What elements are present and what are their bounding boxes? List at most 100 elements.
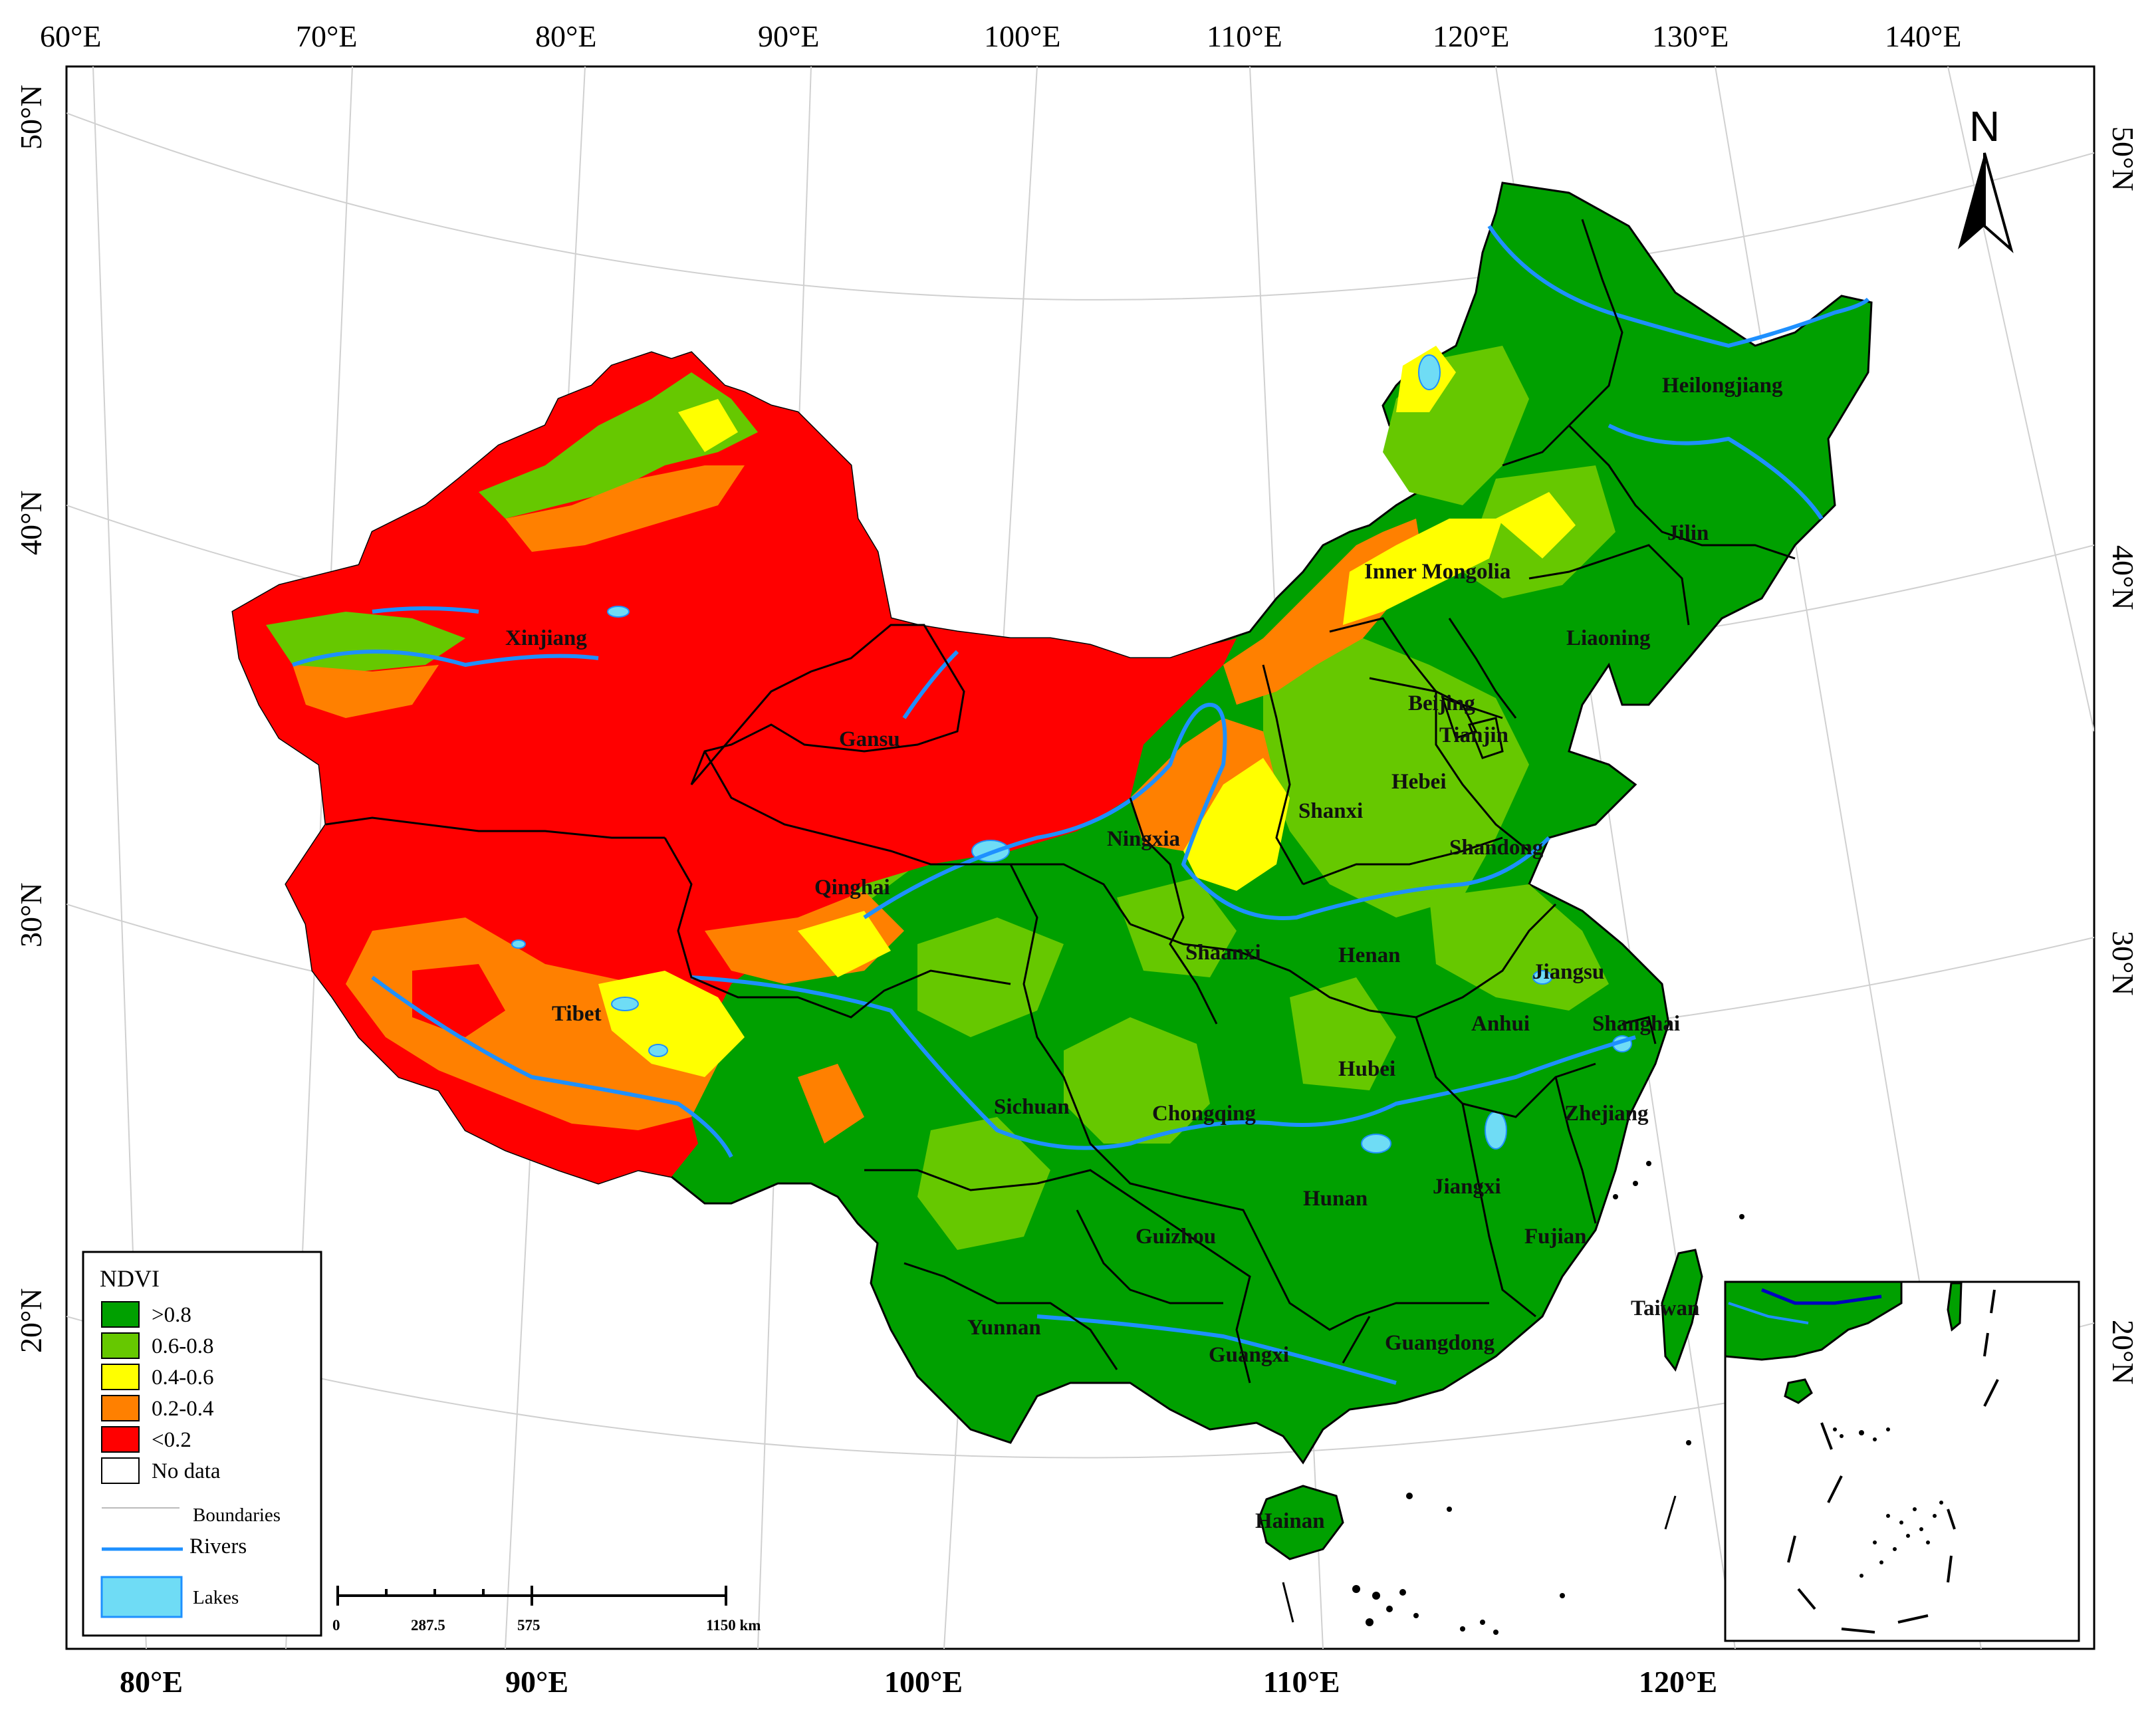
tick-right-30n: 30°N: [2106, 931, 2140, 996]
scale-bar-labels: 0 287.5 575 1150 km: [332, 1617, 761, 1634]
tick-left-50n: 50°N: [14, 84, 48, 150]
legend-label-06-08: 0.6-0.8: [152, 1334, 214, 1358]
legend-swatch-gt08: [101, 1301, 140, 1328]
lake-hulun: [1418, 354, 1441, 390]
label-beijing: Beijing: [1408, 691, 1475, 715]
lake-dongting: [1361, 1134, 1391, 1154]
yangtze-river: [691, 975, 1636, 1150]
tick-top-140e: 140°E: [1885, 19, 1962, 53]
tick-right-20n: 20°N: [2106, 1320, 2140, 1385]
label-shanghai: Shanghai: [1592, 1012, 1680, 1036]
label-chongqing: Chongqing: [1152, 1102, 1256, 1126]
tick-top-60e: 60°E: [40, 19, 102, 53]
label-tianjin: Tianjin: [1439, 723, 1508, 747]
label-fujian: Fujian: [1524, 1225, 1587, 1249]
yarlung-river: [371, 975, 733, 1158]
legend-swatch-lt02: [101, 1426, 140, 1453]
label-inner-mongolia: Inner Mongolia: [1364, 560, 1510, 584]
label-jiangsu: Jiangsu: [1532, 960, 1604, 984]
rivers: [292, 225, 1870, 1385]
ili-river: [372, 606, 479, 614]
tick-left-40n: 40°N: [14, 490, 48, 555]
tick-bottom-90e: 90°E: [505, 1665, 568, 1699]
tick-top-130e: 130°E: [1652, 19, 1729, 53]
tick-bottom-100e: 100°E: [884, 1665, 963, 1699]
label-shaanxi: Shaanxi: [1185, 941, 1261, 965]
lake-tibet-1: [648, 1044, 668, 1057]
legend-swatch-nodata: [101, 1457, 140, 1484]
ndvi-raster: [231, 182, 1873, 1560]
label-heilongjiang: Heilongjiang: [1662, 374, 1783, 398]
longitude-ticks-bottom: 80°E 90°E 100°E 110°E 120°E: [120, 1665, 1717, 1699]
label-hainan: Hainan: [1255, 1509, 1325, 1533]
label-guangdong: Guangdong: [1385, 1331, 1495, 1355]
lake-nam-co: [611, 997, 639, 1011]
latitude-ticks-left: 50°N 40°N 30°N 20°N: [14, 84, 48, 1353]
tick-bottom-110e: 110°E: [1263, 1665, 1340, 1699]
north-arrow: N: [1958, 102, 2014, 253]
south-sea-islands: [1282, 1161, 1744, 1635]
scale-label-1150: 1150 km: [706, 1617, 761, 1634]
songhua-river: [1608, 424, 1824, 520]
north-arrow-icon: [1958, 153, 1984, 249]
inset-map: [1724, 1281, 2080, 1642]
label-shandong: Shandong: [1449, 836, 1544, 860]
tick-bottom-120e: 120°E: [1639, 1665, 1717, 1699]
tick-top-110e: 110°E: [1207, 19, 1282, 53]
label-hunan: Hunan: [1303, 1187, 1368, 1211]
tick-right-40n: 40°N: [2106, 545, 2140, 610]
legend-boundaries-label: Boundaries: [193, 1505, 281, 1526]
label-guangxi: Guangxi: [1209, 1343, 1289, 1367]
legend-label-nodata: No data: [152, 1459, 221, 1483]
label-gansu: Gansu: [839, 727, 900, 751]
label-hebei: Hebei: [1391, 770, 1446, 794]
legend-label-02-04: 0.2-0.4: [152, 1397, 214, 1421]
latitude-ticks-right: 50°N 40°N 30°N 20°N: [2106, 126, 2140, 1385]
scale-label-0: 0: [332, 1617, 340, 1634]
tarim-river: [292, 650, 599, 667]
scale-label-287: 287.5: [411, 1617, 445, 1634]
label-yunnan: Yunnan: [967, 1316, 1041, 1340]
tick-top-80e: 80°E: [535, 19, 597, 53]
label-hubei: Hubei: [1338, 1057, 1395, 1081]
amur-river: [1487, 225, 1870, 348]
tick-left-30n: 30°N: [14, 882, 48, 947]
label-henan: Henan: [1338, 943, 1401, 967]
label-taiwan: Taiwan: [1631, 1296, 1699, 1320]
label-qinghai: Qinghai: [814, 876, 890, 900]
label-jilin: Jilin: [1667, 521, 1709, 545]
longitude-ticks-top: 60°E 70°E 80°E 90°E 100°E 110°E 120°E 13…: [40, 19, 1962, 53]
legend-rivers-label: Rivers: [189, 1534, 247, 1558]
legend-title: NDVI: [100, 1265, 160, 1292]
tick-right-50n: 50°N: [2106, 126, 2140, 191]
yellow-river: [863, 703, 1551, 920]
label-anhui: Anhui: [1471, 1012, 1530, 1036]
province-labels: Heilongjiang Jilin Liaoning Inner Mongol…: [505, 374, 1783, 1533]
north-arrow-label: N: [1969, 102, 2000, 150]
tick-top-100e: 100°E: [984, 19, 1061, 53]
label-sichuan: Sichuan: [994, 1095, 1070, 1119]
label-liaoning: Liaoning: [1566, 626, 1651, 650]
legend-label-lt02: <0.2: [152, 1428, 191, 1452]
scale-label-575: 575: [517, 1617, 540, 1634]
tick-bottom-80e: 80°E: [120, 1665, 183, 1699]
legend-label-04-06: 0.4-0.6: [152, 1366, 214, 1390]
legend: NDVI >0.8 0.6-0.8 0.4-0.6 0.2-0.4 <0.2 N…: [82, 1251, 322, 1637]
label-ningxia: Ningxia: [1107, 827, 1180, 851]
pearl-river: [1036, 1314, 1397, 1385]
legend-lakes-label: Lakes: [193, 1587, 239, 1608]
tick-top-90e: 90°E: [758, 19, 820, 53]
label-xinjiang: Xinjiang: [505, 626, 587, 650]
tick-left-20n: 20°N: [14, 1288, 48, 1353]
lake-bosten: [607, 606, 630, 618]
label-zhejiang: Zhejiang: [1564, 1102, 1649, 1126]
heihe-river: [902, 650, 959, 719]
label-guizhou: Guizhou: [1136, 1225, 1216, 1249]
legend-swatch-04-06: [101, 1364, 140, 1390]
tick-top-120e: 120°E: [1433, 19, 1510, 53]
legend-swatch-06-08: [101, 1332, 140, 1359]
label-jiangxi: Jiangxi: [1433, 1175, 1501, 1199]
tick-top-70e: 70°E: [296, 19, 358, 53]
legend-swatch-02-04: [101, 1395, 140, 1421]
